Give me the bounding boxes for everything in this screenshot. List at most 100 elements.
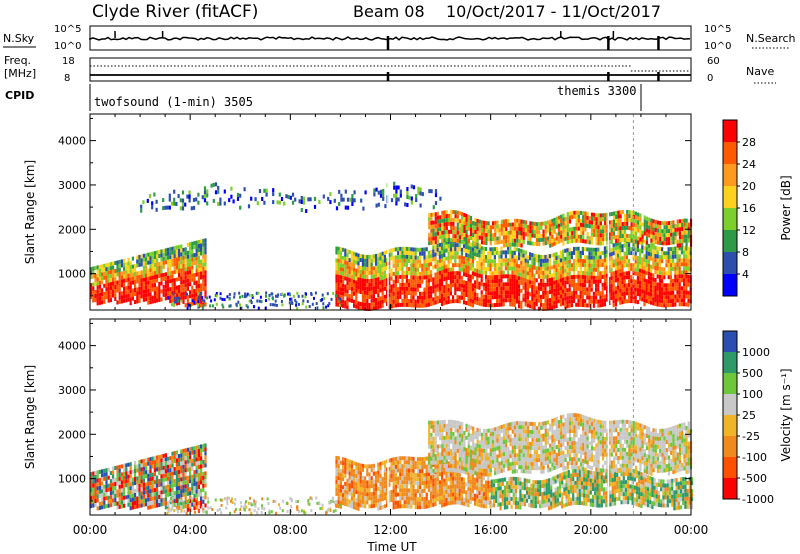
echo-cell	[502, 294, 505, 299]
echo-cell	[658, 282, 661, 287]
echo-cell	[112, 281, 115, 286]
echo-cell	[368, 295, 371, 299]
echo-cell	[603, 278, 606, 283]
echo-cell	[636, 288, 639, 293]
echo-cell	[559, 258, 562, 263]
echo-cell	[158, 286, 161, 290]
echo-cell	[101, 473, 104, 478]
echo-cell	[537, 270, 540, 275]
echo-cell	[476, 249, 479, 253]
echo-cell	[101, 493, 104, 498]
echo-cell	[171, 282, 174, 287]
echo-cell-sparse	[295, 300, 298, 304]
echo-cell	[416, 275, 419, 280]
echo-cell	[390, 268, 393, 273]
echo-cell	[485, 225, 488, 230]
echo-cell	[551, 226, 554, 231]
echo-cell	[597, 225, 600, 230]
echo-cell	[395, 201, 398, 206]
echo-cell	[575, 218, 578, 223]
echo-cell	[202, 250, 205, 255]
echo-cell	[186, 483, 189, 488]
beam-label: Beam 08	[353, 2, 425, 21]
echo-cell	[337, 460, 340, 465]
echo-cell-sparse	[270, 292, 273, 296]
echo-cell	[98, 280, 101, 285]
echo-cell	[204, 286, 207, 291]
echo-cell	[628, 218, 631, 223]
echo-cell	[151, 263, 154, 268]
echo-cell	[197, 453, 200, 457]
echo-cell	[628, 214, 631, 219]
echo-cell	[370, 270, 373, 275]
echo-cell	[599, 259, 602, 264]
echo-cell	[604, 237, 607, 242]
echo-cell	[562, 237, 565, 242]
echo-cell	[377, 293, 380, 298]
echo-cell	[399, 246, 402, 251]
echo-cell	[419, 191, 422, 196]
echo-cell	[544, 237, 547, 242]
echo-cell	[478, 227, 481, 232]
echo-cell	[577, 234, 580, 239]
echo-cell	[665, 303, 668, 308]
echo-cell	[239, 193, 242, 198]
echo-cell	[476, 285, 479, 289]
echo-cell	[359, 479, 362, 484]
echo-cell	[516, 238, 519, 243]
echo-cell	[355, 466, 358, 471]
echo-cell	[454, 271, 457, 276]
echo-cell	[546, 254, 549, 259]
echo-cell	[390, 284, 393, 289]
echo-cell	[193, 470, 196, 475]
echo-cell	[527, 232, 530, 237]
echo-cell	[204, 242, 207, 247]
echo-cell	[564, 276, 567, 281]
echo-cell	[103, 472, 106, 477]
echo-cell	[377, 297, 380, 302]
echo-cell	[109, 274, 112, 279]
echo-cell	[184, 500, 187, 505]
echo-cell	[92, 270, 95, 275]
echo-cell	[195, 461, 198, 466]
echo-cell	[524, 254, 527, 259]
echo-cell	[112, 466, 115, 471]
echo-cell	[564, 288, 567, 293]
echo-cell	[452, 234, 455, 238]
echo-cell	[612, 291, 615, 296]
echo-cell	[678, 262, 681, 267]
echo-cell	[191, 253, 194, 258]
echo-cell	[606, 285, 609, 290]
echo-cell	[672, 224, 675, 229]
echo-cell	[388, 249, 391, 254]
echo-cell	[687, 294, 690, 299]
echo-cell	[663, 255, 666, 260]
echo-cell	[504, 290, 507, 295]
echo-cell	[164, 296, 167, 301]
echo-cell	[180, 276, 183, 281]
echo-cell	[204, 483, 207, 488]
echo-cell	[375, 305, 378, 310]
echo-cell	[641, 222, 644, 227]
echo-cell	[467, 249, 470, 254]
echo-cell	[339, 500, 342, 505]
echo-cell	[634, 251, 637, 256]
echo-cell	[379, 193, 383, 198]
echo-cell	[623, 213, 627, 218]
echo-cell	[160, 277, 163, 282]
echo-cell	[634, 255, 637, 260]
echo-cell	[625, 251, 628, 256]
echo-cell	[678, 286, 681, 291]
echo-cell	[496, 263, 499, 267]
echo-cell	[381, 271, 384, 276]
echo-cell	[366, 480, 369, 485]
echo-cell	[447, 221, 451, 226]
echo-cell	[191, 285, 194, 290]
echo-cell	[472, 237, 475, 241]
echo-cell	[516, 222, 519, 227]
echo-cell	[656, 228, 660, 233]
echo-cell	[379, 284, 382, 289]
echo-cell	[287, 195, 290, 199]
echo-cell	[342, 461, 345, 466]
echo-cell	[469, 274, 472, 279]
